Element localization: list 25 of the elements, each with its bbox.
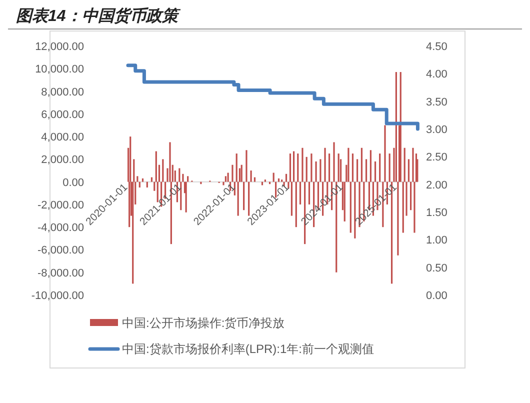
y2-tick-label: 1.50 xyxy=(426,207,448,219)
y2-tick-label: 4.00 xyxy=(426,68,448,81)
y2-tick-label: 4.50 xyxy=(426,41,448,53)
y2-tick-label: 0.50 xyxy=(426,262,448,274)
y2-tick-label: 2.00 xyxy=(426,179,448,192)
y-tick-label: 0.00 xyxy=(62,176,84,189)
y-tick-label: -4,000.00 xyxy=(38,222,84,234)
y-tick-label: -2,000.00 xyxy=(38,199,84,212)
y-tick-label: 6,000.00 xyxy=(41,108,84,121)
legend-label: 中国:贷款市场报价利率(LPR):1年:前一个观测值 xyxy=(122,342,374,356)
y-tick-label: 8,000.00 xyxy=(41,86,84,98)
y-tick-label: -8,000.00 xyxy=(38,267,84,280)
legend-label: 中国:公开市场操作:货币净投放 xyxy=(122,316,285,330)
y-tick-label: 10,000.00 xyxy=(35,64,84,76)
y-tick-label: 2,000.00 xyxy=(41,154,84,166)
y-tick-label: 12,000.00 xyxy=(35,41,84,53)
y2-tick-label: 0.00 xyxy=(426,290,448,302)
y2-tick-label: 3.50 xyxy=(426,96,448,108)
y-tick-label: 4,000.00 xyxy=(41,132,84,144)
y2-tick-label: 3.00 xyxy=(426,124,448,136)
y2-tick-label: 1.00 xyxy=(426,234,448,247)
y2-tick-label: 2.50 xyxy=(426,152,448,164)
y-tick-label: -6,000.00 xyxy=(38,244,84,257)
y-tick-label: -10,000.00 xyxy=(31,290,84,302)
chart-title: 图表14：中国货币政策 xyxy=(16,7,181,25)
